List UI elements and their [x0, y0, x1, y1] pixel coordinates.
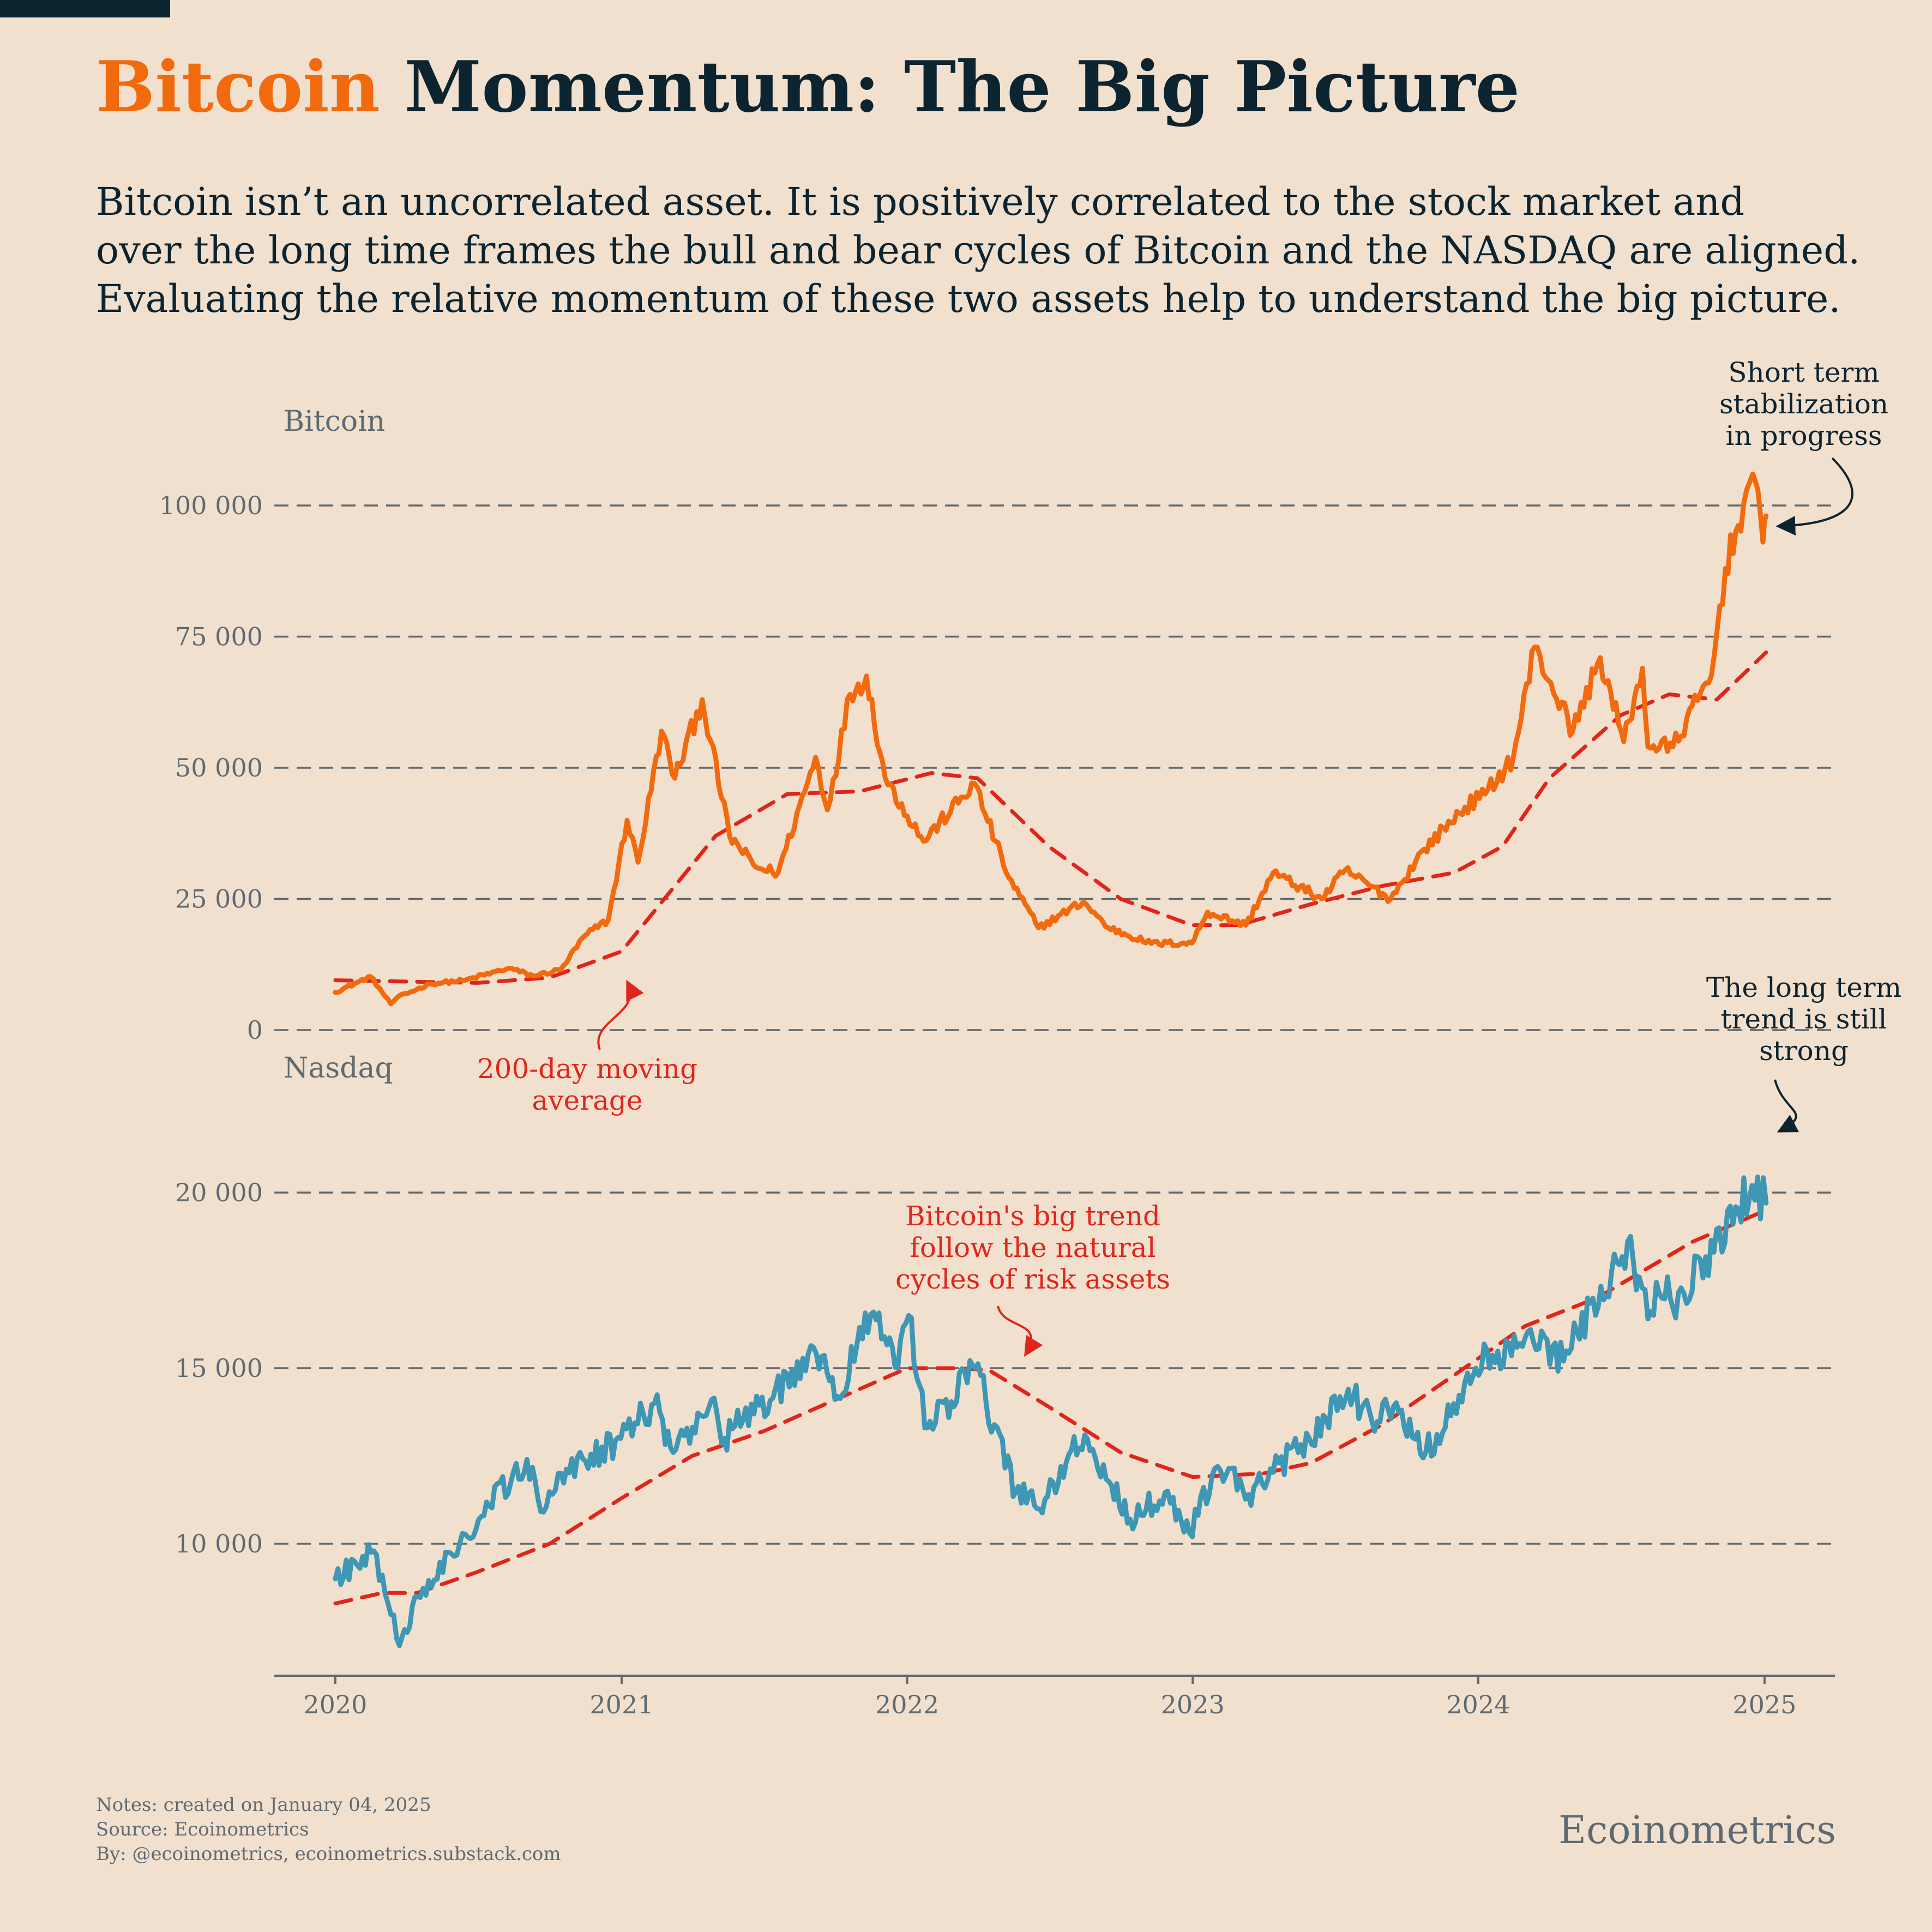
annotation-big-trend: Bitcoin's big trend follow the natural c… — [895, 1200, 1170, 1357]
footer-note-line: By: @ecoinometrics, ecoinometrics.substa… — [96, 1843, 561, 1865]
nasdaq-grid: 10 000 15 000 20 000 — [175, 1178, 1838, 1558]
annotation-line: cycles of risk assets — [895, 1263, 1170, 1295]
annotation-moving-average: 200-day moving average — [477, 979, 697, 1116]
bitcoin-moving-average-line — [333, 650, 1768, 985]
annotation-short-term: Short term stabilization in progress — [1719, 357, 1888, 535]
subtitle-line: Bitcoin isn’t an uncorrelated asset. It … — [96, 179, 1745, 224]
x-axis-ticks: 2020 2021 2022 2023 2024 2025 — [303, 1676, 1796, 1719]
nasdaq-price-line — [333, 1174, 1769, 1648]
title-rest: Momentum: The Big Picture — [380, 46, 1520, 128]
nasdaq-lines — [333, 1174, 1769, 1648]
annotation-line: strong — [1759, 1035, 1849, 1067]
x-tick-label: 2022 — [875, 1690, 939, 1719]
x-tick-label: 2021 — [589, 1690, 653, 1719]
brand-logo-text: Ecoinometrics — [1558, 1808, 1836, 1852]
nasdaq-y-tick-label: 15 000 — [175, 1353, 263, 1383]
bitcoin-y-tick-label: 100 000 — [159, 491, 263, 520]
nasdaq-y-tick-label: 10 000 — [175, 1529, 263, 1558]
footer-notes: Notes: created on January 04, 2025 Sourc… — [96, 1793, 561, 1867]
bitcoin-y-tick-label: 50 000 — [175, 753, 263, 783]
bitcoin-y-tick-label: 0 — [247, 1015, 263, 1045]
bitcoin-price-line — [333, 471, 1769, 1007]
bitcoin-panel-label: Bitcoin — [284, 405, 385, 438]
footer-note-line: Source: Ecoinometrics — [96, 1819, 309, 1841]
bitcoin-y-tick-label: 25 000 — [175, 884, 263, 914]
bitcoin-grid: 0 25 000 50 000 75 000 100 000 — [159, 491, 1838, 1045]
annotation-long-term: The long term trend is still strong — [1706, 972, 1901, 1133]
x-tick-label: 2023 — [1161, 1690, 1225, 1719]
bitcoin-lines — [333, 471, 1769, 1007]
annotation-line: Bitcoin's big trend — [905, 1200, 1160, 1232]
subtitle: Bitcoin isn’t an uncorrelated asset. It … — [96, 178, 1895, 323]
annotation-arrow — [597, 979, 644, 1050]
annotation-line: follow the natural — [910, 1232, 1155, 1263]
title-accent: Bitcoin — [96, 46, 380, 128]
subtitle-line: over the long time frames the bull and b… — [96, 227, 1861, 273]
annotation-arrow — [1774, 1079, 1799, 1133]
annotation-line: Short term — [1728, 357, 1879, 388]
annotation-line: The long term — [1706, 972, 1901, 1003]
annotation-line: average — [532, 1085, 643, 1116]
nasdaq-moving-average-line — [333, 1208, 1768, 1605]
subtitle-line: Evaluating the relative momentum of thes… — [96, 276, 1841, 321]
annotation-line: stabilization — [1719, 388, 1888, 420]
annotation-arrow — [997, 1305, 1043, 1357]
annotation-line: 200-day moving — [477, 1053, 697, 1085]
top-accent-bar — [0, 0, 170, 17]
x-tick-label: 2024 — [1446, 1690, 1510, 1719]
x-tick-label: 2020 — [303, 1690, 367, 1719]
nasdaq-y-tick-label: 20 000 — [175, 1178, 263, 1207]
annotation-line: in progress — [1726, 420, 1882, 452]
x-tick-label: 2025 — [1732, 1690, 1796, 1719]
bitcoin-y-tick-label: 75 000 — [175, 622, 263, 652]
footer-note-line: Notes: created on January 04, 2025 — [96, 1794, 431, 1816]
nasdaq-panel-label: Nasdaq — [284, 1052, 393, 1085]
page-title: Bitcoin Momentum: The Big Picture — [96, 46, 1520, 130]
annotation-line: trend is still — [1721, 1003, 1887, 1035]
annotation-arrow — [1775, 457, 1853, 535]
